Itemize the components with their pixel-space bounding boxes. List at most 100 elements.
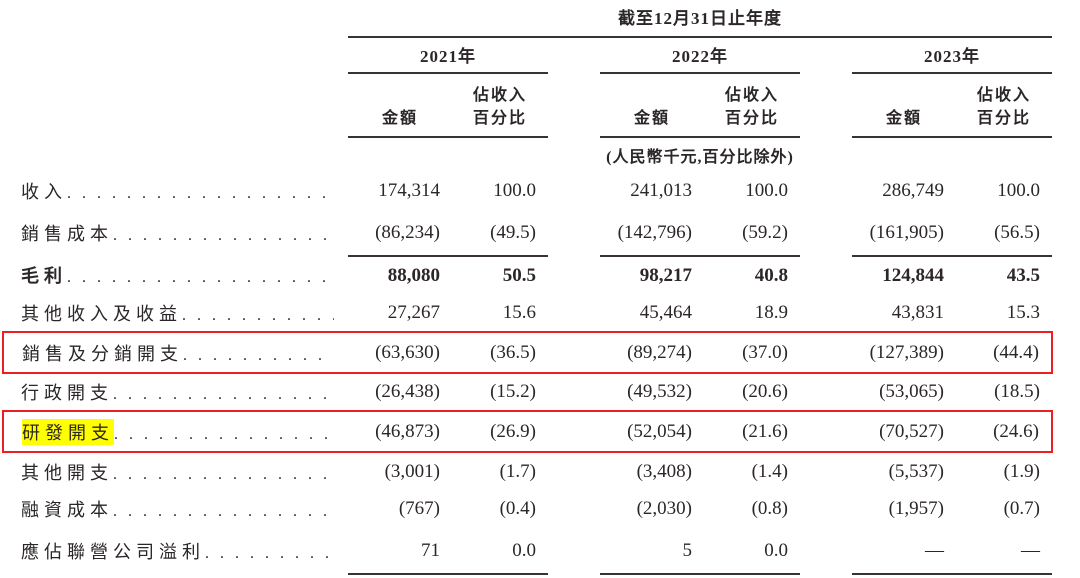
row-label-cell: 毛利 xyxy=(3,256,348,294)
dot-leader xyxy=(205,545,334,563)
column-gap xyxy=(548,410,600,453)
value-cell: (21.6) xyxy=(704,410,800,453)
value-cell: (18.5) xyxy=(994,381,1040,402)
dot-leader xyxy=(182,307,334,325)
value-cell: 0.0 xyxy=(704,528,800,575)
column-gap xyxy=(800,410,852,453)
value-cell: (26.9) xyxy=(452,410,548,453)
value-cell: (142,796) xyxy=(600,210,704,257)
row-label: 行政開支 xyxy=(21,383,113,403)
pct-header-line1: 佔收入 xyxy=(976,86,1031,104)
column-gap xyxy=(548,73,600,137)
value-cell: (767) xyxy=(398,498,440,519)
table-row: 應佔聯營公司溢利710.050.0—— xyxy=(3,528,1052,575)
pct-header-line1: 佔收入 xyxy=(472,86,527,104)
year-row-spacer xyxy=(3,37,348,73)
value-cell: 15.3 xyxy=(1006,301,1040,323)
column-gap xyxy=(548,294,600,332)
value-cell: (3,001) xyxy=(384,460,440,482)
dot-leader xyxy=(67,185,334,203)
value-cell: (15.2) xyxy=(490,381,536,402)
value-cell: (49.5) xyxy=(452,210,548,257)
row-label: 其他收入及收益 xyxy=(21,303,182,324)
value-cell: 5 xyxy=(600,528,704,575)
row-label-cell: 銷售成本 xyxy=(3,210,348,256)
value-cell: 27,267 xyxy=(387,301,440,323)
column-gap xyxy=(800,210,852,256)
column-gap xyxy=(548,210,600,256)
value-cell: (3,408) xyxy=(636,460,692,482)
column-gap xyxy=(800,452,852,490)
column-gap xyxy=(548,528,600,574)
row-label: 銷售成本 xyxy=(21,224,113,244)
value-cell: 50.5 xyxy=(502,264,536,286)
value-cell: 45,464 xyxy=(639,301,692,323)
period-title: 截至12月31日止年度 xyxy=(348,4,1052,38)
row-label-cell: 收入 xyxy=(3,172,348,210)
column-gap xyxy=(548,373,600,411)
value-cell: (2,030) xyxy=(636,498,692,519)
column-gap xyxy=(800,490,852,528)
value-cell: (36.5) xyxy=(452,331,548,374)
year-header-2021: 2021年 xyxy=(348,37,548,74)
value-cell: (127,389) xyxy=(852,331,956,374)
table-row: 銷售成本 (86,234)(49.5) (142,796)(59.2) (161,90… xyxy=(3,210,1052,257)
table-row: 其他收入及收益 27,267 15.6 45,464 18.9 43,831 15.3 xyxy=(3,294,1052,332)
value-cell: 88,080 xyxy=(387,264,440,286)
value-cell: (37.0) xyxy=(704,331,800,374)
value-cell: 100.0 xyxy=(493,180,536,201)
value-cell: 100.0 xyxy=(745,180,788,201)
value-cell: 100.0 xyxy=(997,180,1040,201)
value-cell: (1,957) xyxy=(888,498,944,519)
row-label-highlighted: 研發開支 xyxy=(22,418,114,445)
column-gap xyxy=(800,256,852,294)
dot-leader xyxy=(183,347,334,365)
value-cell: 71 xyxy=(348,528,452,575)
income-statement-table: 截至12月31日止年度 2021年 2022年 2023年 金額 佔收入 百分比… xyxy=(2,4,1053,575)
subheader-row-spacer xyxy=(3,73,348,137)
column-gap xyxy=(548,37,600,73)
value-cell: (0.4) xyxy=(499,498,536,519)
value-cell: 18.9 xyxy=(754,301,788,323)
dot-leader xyxy=(113,227,334,245)
subheader-row: 金額 佔收入 百分比 金額 佔收入 百分比 金額 佔收入 百分比 xyxy=(3,73,1052,138)
table-row-annotated: 研發開支 (46,873)(26.9) (52,054)(21.6) (70,527)… xyxy=(2,410,1053,453)
row-label: 毛利 xyxy=(21,266,67,286)
value-cell: (86,234) xyxy=(348,210,452,257)
row-label: 銷售及分銷開支 xyxy=(22,343,183,364)
year-header-2023: 2023年 xyxy=(852,37,1052,74)
dot-leader xyxy=(113,386,334,404)
value-cell: 286,749 xyxy=(882,180,944,201)
value-cell: (63,630) xyxy=(348,331,452,374)
value-cell: (0.7) xyxy=(1003,498,1040,519)
dot-leader xyxy=(114,426,334,444)
table-row: 行政開支 (26,438) (15.2) (49,532) (20.6) (53,065)… xyxy=(3,373,1052,411)
pct-header-line1: 佔收入 xyxy=(724,86,779,104)
amount-header-2022: 金額 xyxy=(600,73,704,138)
column-gap xyxy=(548,331,600,374)
column-gap xyxy=(800,528,852,574)
row-label-cell: 其他開支 xyxy=(3,452,348,490)
value-cell: — xyxy=(956,528,1052,575)
column-gap xyxy=(800,172,852,210)
value-cell: 43,831 xyxy=(891,301,944,323)
column-gap xyxy=(800,331,852,374)
table-row: 其他開支 (3,001) (1.7) (3,408) (1.4) (5,537) (1.9) xyxy=(3,452,1052,490)
units-note-row: (人民幣千元,百分比除外) xyxy=(3,137,1052,172)
column-gap xyxy=(548,256,600,294)
value-cell: (0.8) xyxy=(751,498,788,519)
pct-header-line2: 百分比 xyxy=(976,109,1031,127)
value-cell: (52,054) xyxy=(600,410,704,453)
value-cell: (44.4) xyxy=(956,331,1053,374)
value-cell: — xyxy=(852,528,956,575)
value-cell: (89,274) xyxy=(600,331,704,374)
units-note: (人民幣千元,百分比除外) xyxy=(606,149,794,166)
row-label: 應佔聯營公司溢利 xyxy=(21,542,205,562)
value-cell: (70,527) xyxy=(852,410,956,453)
year-header-row: 2021年 2022年 2023年 xyxy=(3,37,1052,74)
value-cell: 241,013 xyxy=(630,180,692,201)
pct-of-revenue-header-2021: 佔收入 百分比 xyxy=(452,73,548,138)
value-cell: 15.6 xyxy=(502,301,536,323)
column-gap xyxy=(548,172,600,210)
